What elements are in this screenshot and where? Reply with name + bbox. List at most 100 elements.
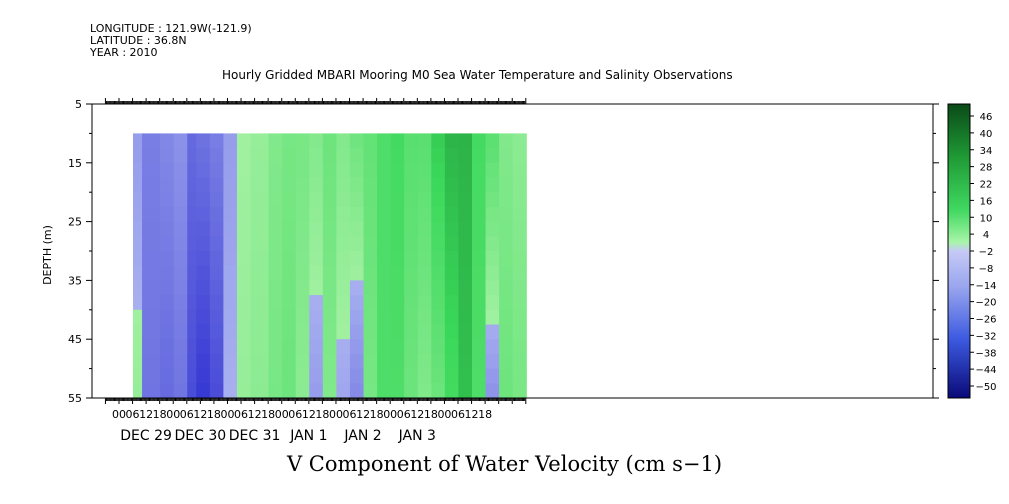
- heatmap-cell: [499, 192, 514, 208]
- heatmap-cell: [458, 339, 473, 355]
- heatmap-cell: [196, 162, 211, 179]
- heatmap-cell: [295, 206, 310, 223]
- x-day-label: DEC 29: [120, 428, 172, 444]
- x-axis-title: V Component of Water Velocity (cm s−1): [286, 452, 723, 476]
- colorbar-label: −2: [979, 247, 994, 258]
- heatmap-cell: [223, 236, 238, 252]
- x-hour-label: 12: [410, 408, 424, 421]
- heatmap-cell: [417, 192, 432, 208]
- colorbar: [947, 103, 971, 399]
- heatmap-cell: [499, 280, 514, 296]
- heatmap-cell: [133, 309, 143, 326]
- heatmap-cell: [336, 251, 351, 267]
- heatmap-cell: [309, 309, 324, 326]
- heatmap-cell: [512, 353, 527, 370]
- heatmap-cell: [322, 221, 337, 237]
- heatmap-cell: [472, 280, 487, 296]
- heatmap-cell: [363, 295, 378, 311]
- heatmap-cell: [512, 148, 527, 164]
- heatmap-cell: [160, 148, 175, 164]
- heatmap-cell: [485, 280, 500, 296]
- heatmap-cell: [431, 265, 446, 281]
- heatmap-cell: [223, 251, 238, 267]
- heatmap-cell: [173, 177, 188, 193]
- heatmap-cell: [431, 133, 446, 149]
- heatmap-band: [295, 133, 310, 398]
- heatmap-cell: [196, 236, 211, 252]
- heatmap-cell: [404, 324, 419, 340]
- heatmap-cell: [363, 339, 378, 355]
- heatmap-cell: [268, 309, 283, 326]
- heatmap-cell: [250, 251, 270, 267]
- heatmap-cell: [223, 148, 238, 164]
- x-hour-label: 06: [180, 408, 194, 421]
- heatmap-cell: [390, 353, 405, 370]
- heatmap-cell: [404, 177, 419, 193]
- heatmap-cell: [485, 236, 500, 252]
- heatmap-cell: [223, 353, 238, 370]
- heatmap-cell: [444, 251, 460, 267]
- colorbar-label: −8: [979, 264, 994, 275]
- heatmap-cell: [309, 383, 324, 398]
- heatmap-band: [209, 133, 224, 398]
- heatmap-cell: [196, 295, 211, 311]
- heatmap-cell: [133, 162, 143, 179]
- x-day-label: JAN 3: [398, 428, 436, 444]
- colorbar-label: 34: [980, 146, 993, 157]
- heatmap-cell: [417, 339, 432, 355]
- heatmap-cell: [173, 309, 188, 326]
- heatmap-cell: [431, 162, 446, 179]
- heatmap-cell: [472, 133, 487, 149]
- heatmap-cell: [309, 251, 324, 267]
- heatmap-cell: [512, 339, 527, 355]
- heatmap-cell: [187, 177, 197, 193]
- heatmap-cell: [282, 353, 297, 370]
- heatmap-cell: [295, 265, 310, 281]
- heatmap-cell: [458, 309, 473, 326]
- heatmap-cell: [196, 280, 211, 296]
- x-hour-label: 06: [288, 408, 302, 421]
- heatmap-cell: [349, 177, 365, 193]
- x-hour-label: 00: [166, 408, 180, 421]
- heatmap-cell: [160, 383, 175, 398]
- heatmap-cell: [417, 383, 432, 398]
- longitude-label: LONGITUDE : 121.9W(-121.9): [90, 22, 252, 35]
- heatmap-cell: [250, 236, 270, 252]
- x-hour-label: 12: [248, 408, 262, 421]
- heatmap-cell: [349, 221, 365, 237]
- heatmap-cell: [282, 192, 297, 208]
- heatmap-cell: [196, 339, 211, 355]
- heatmap-cell: [512, 383, 527, 398]
- heatmap-cell: [173, 251, 188, 267]
- heatmap-cell: [196, 192, 211, 208]
- heatmap-cell: [485, 148, 500, 164]
- heatmap-cell: [472, 295, 487, 311]
- heatmap-cell: [499, 339, 514, 355]
- heatmap-cell: [142, 353, 161, 370]
- heatmap-cell: [417, 265, 432, 281]
- heatmap-cell: [336, 295, 351, 311]
- heatmap-cell: [173, 383, 188, 398]
- heatmap-cell: [160, 177, 175, 193]
- heatmap-cell: [142, 383, 161, 398]
- heatmap-cell: [196, 177, 211, 193]
- heatmap-cell: [295, 251, 310, 267]
- heatmap-cell: [196, 251, 211, 267]
- heatmap-cell: [404, 148, 419, 164]
- colorbar-label: 4: [983, 230, 989, 241]
- x-hour-label: 12: [465, 408, 479, 421]
- heatmap-cell: [499, 206, 514, 223]
- heatmap-cell: [295, 324, 310, 340]
- heatmap-cell: [336, 133, 351, 149]
- heatmap-cell: [390, 339, 405, 355]
- heatmap-cell: [390, 251, 405, 267]
- heatmap-cell: [268, 339, 283, 355]
- heatmap-cell: [309, 295, 324, 311]
- heatmap-cell: [431, 206, 446, 223]
- heatmap-cell: [322, 353, 337, 370]
- heatmap-cell: [485, 309, 500, 326]
- heatmap-cell: [223, 192, 238, 208]
- heatmap-cell: [282, 295, 297, 311]
- heatmap-band: [282, 133, 297, 398]
- heatmap-cell: [223, 309, 238, 326]
